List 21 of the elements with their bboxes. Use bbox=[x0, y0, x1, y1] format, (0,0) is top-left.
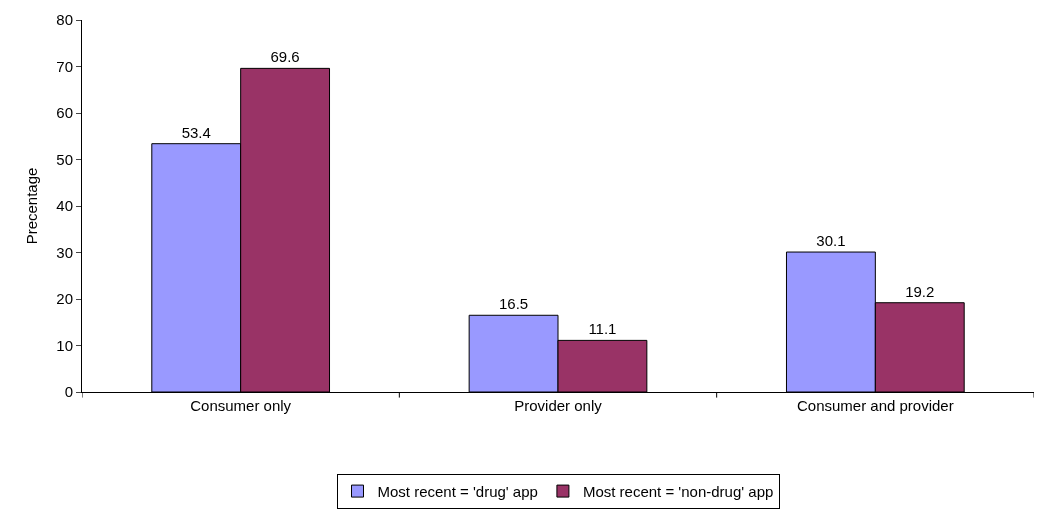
y-axis-title: Precentage bbox=[22, 167, 40, 245]
y-tick-label: 80 bbox=[56, 11, 73, 29]
data-label: 11.1 bbox=[588, 320, 617, 338]
y-tick-label: 40 bbox=[56, 197, 73, 215]
data-label: 69.6 bbox=[270, 48, 300, 66]
data-label: 19.2 bbox=[905, 282, 935, 300]
y-tick-label: 60 bbox=[56, 104, 73, 122]
y-tick-label: 0 bbox=[64, 383, 73, 401]
data-label: 53.4 bbox=[181, 123, 211, 141]
x-tick-label: Consumer and provider bbox=[796, 397, 954, 414]
data-label: 30.1 bbox=[816, 232, 846, 250]
y-tick-label: 50 bbox=[56, 150, 73, 168]
x-tick-label: Consumer only bbox=[190, 397, 292, 414]
y-tick-label: 30 bbox=[56, 243, 73, 261]
y-tick-label: 10 bbox=[56, 336, 73, 354]
data-label: 16.5 bbox=[498, 295, 529, 313]
legend-label: Most recent = 'drug' app bbox=[377, 482, 538, 500]
legend-label: Most recent = 'non-drug' app bbox=[582, 482, 774, 500]
y-tick-label: 70 bbox=[56, 57, 73, 75]
y-tick-label: 20 bbox=[56, 290, 73, 308]
x-tick-label: Provider only bbox=[514, 397, 603, 414]
